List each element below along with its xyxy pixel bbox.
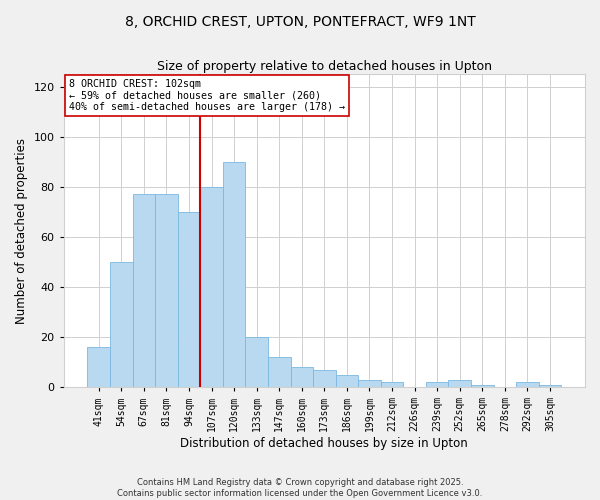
Bar [358,380,381,387]
Bar [381,382,403,387]
Bar [290,367,313,387]
Bar [200,187,223,387]
Bar [471,384,494,387]
Bar [268,357,290,387]
Text: Contains HM Land Registry data © Crown copyright and database right 2025.
Contai: Contains HM Land Registry data © Crown c… [118,478,482,498]
Bar [223,162,245,387]
Bar [448,380,471,387]
Bar [88,347,110,387]
Text: 8, ORCHID CREST, UPTON, PONTEFRACT, WF9 1NT: 8, ORCHID CREST, UPTON, PONTEFRACT, WF9 … [125,15,475,29]
Bar [245,337,268,387]
Bar [516,382,539,387]
Y-axis label: Number of detached properties: Number of detached properties [15,138,28,324]
Bar [155,194,178,387]
Bar [178,212,200,387]
Bar [313,370,335,387]
Text: 8 ORCHID CREST: 102sqm
← 59% of detached houses are smaller (260)
40% of semi-de: 8 ORCHID CREST: 102sqm ← 59% of detached… [69,79,345,112]
X-axis label: Distribution of detached houses by size in Upton: Distribution of detached houses by size … [181,437,468,450]
Bar [426,382,448,387]
Bar [335,374,358,387]
Title: Size of property relative to detached houses in Upton: Size of property relative to detached ho… [157,60,492,73]
Bar [539,384,562,387]
Bar [133,194,155,387]
Bar [110,262,133,387]
